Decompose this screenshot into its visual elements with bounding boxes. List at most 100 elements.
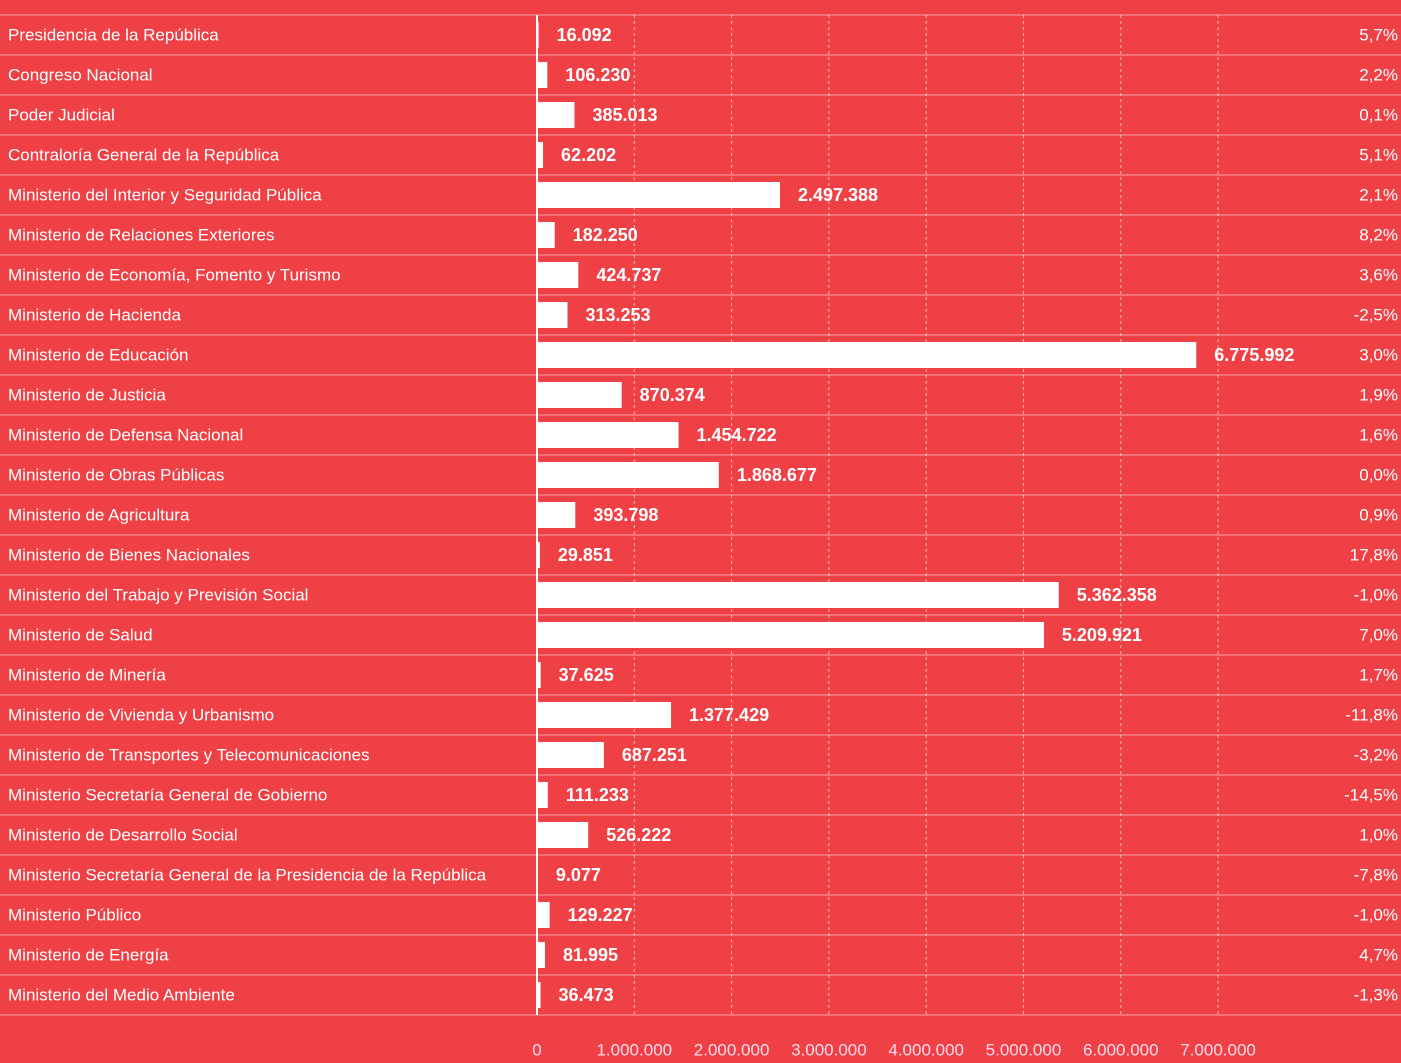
value-label: 870.374: [640, 385, 705, 405]
value-label: 1.377.429: [689, 705, 769, 725]
bar: [537, 662, 541, 688]
category-label: Ministerio de Minería: [8, 665, 166, 684]
value-label: 16.092: [557, 25, 612, 45]
category-label: Ministerio Secretaría General de la Pres…: [8, 865, 487, 884]
value-label: 9.077: [556, 865, 601, 885]
bar: [537, 142, 544, 168]
change-label: -1,0%: [1354, 585, 1398, 604]
change-label: -2,5%: [1354, 305, 1398, 324]
value-label: 1.454.722: [697, 425, 777, 445]
bar: [537, 822, 589, 848]
bar: [537, 542, 540, 568]
value-label: 62.202: [561, 145, 616, 165]
change-label: -1,0%: [1354, 905, 1398, 924]
bar: [537, 222, 555, 248]
bar: [537, 302, 568, 328]
change-label: 0,1%: [1359, 105, 1398, 124]
category-label: Congreso Nacional: [8, 65, 153, 84]
bar: [537, 622, 1044, 648]
x-tick-label: 1.000.000: [596, 1040, 672, 1059]
value-label: 5.362.358: [1077, 585, 1157, 605]
value-label: 36.473: [559, 985, 614, 1005]
x-tick-label: 3.000.000: [791, 1040, 867, 1059]
bar: [537, 782, 548, 808]
change-label: 17,8%: [1350, 545, 1398, 564]
x-tick-label: 7.000.000: [1180, 1040, 1256, 1059]
bar: [537, 742, 604, 768]
category-label: Ministerio de Vivienda y Urbanismo: [8, 705, 274, 724]
category-label: Presidencia de la República: [8, 25, 219, 44]
bar: [537, 862, 538, 888]
change-label: -11,8%: [1345, 705, 1398, 724]
category-label: Ministerio de Agricultura: [8, 505, 190, 524]
bar: [537, 582, 1059, 608]
bar: [537, 342, 1197, 368]
value-label: 106.230: [565, 65, 630, 85]
category-label: Ministerio Secretaría General de Gobiern…: [8, 785, 327, 804]
change-label: 1,9%: [1359, 385, 1398, 404]
category-label: Ministerio Público: [8, 905, 141, 924]
value-label: 111.233: [566, 785, 629, 805]
change-label: 1,0%: [1359, 825, 1398, 844]
change-label: -3,2%: [1354, 745, 1398, 764]
change-label: 1,6%: [1359, 425, 1398, 444]
category-label: Contraloría General de la República: [8, 145, 280, 164]
bar: [537, 382, 622, 408]
category-label: Ministerio de Obras Públicas: [8, 465, 224, 484]
category-label: Ministerio de Salud: [8, 625, 153, 644]
bar: [537, 502, 576, 528]
category-label: Ministerio de Relaciones Exteriores: [8, 225, 274, 244]
value-label: 687.251: [622, 745, 687, 765]
bar: [537, 462, 719, 488]
x-tick-label: 4.000.000: [888, 1040, 964, 1059]
bar: [537, 182, 780, 208]
value-label: 2.497.388: [798, 185, 878, 205]
category-label: Ministerio de Educación: [8, 345, 188, 364]
change-label: 5,7%: [1359, 25, 1398, 44]
category-label: Poder Judicial: [8, 105, 115, 124]
value-label: 526.222: [606, 825, 671, 845]
value-label: 313.253: [585, 305, 650, 325]
change-label: 2,1%: [1359, 185, 1398, 204]
value-label: 6.775.992: [1214, 345, 1294, 365]
bar: [537, 62, 548, 88]
change-label: 3,6%: [1359, 265, 1398, 284]
value-label: 5.209.921: [1062, 625, 1142, 645]
bar: [537, 422, 679, 448]
change-label: 0,9%: [1359, 505, 1398, 524]
category-label: Ministerio de Economía, Fomento y Turism…: [8, 265, 341, 284]
change-label: 3,0%: [1359, 345, 1398, 364]
category-label: Ministerio de Energía: [8, 945, 169, 964]
bar: [537, 982, 541, 1008]
category-label: Ministerio de Bienes Nacionales: [8, 545, 250, 564]
category-label: Ministerio del Interior y Seguridad Públ…: [8, 185, 322, 204]
value-label: 424.737: [596, 265, 661, 285]
bar: [537, 902, 550, 928]
x-tick-label: 0: [532, 1040, 541, 1059]
value-label: 81.995: [563, 945, 618, 965]
bar: [537, 702, 672, 728]
x-tick-label: 6.000.000: [1083, 1040, 1159, 1059]
category-label: Ministerio de Hacienda: [8, 305, 181, 324]
change-label: 7,0%: [1359, 625, 1398, 644]
value-label: 1.868.677: [737, 465, 817, 485]
category-label: Ministerio de Transportes y Telecomunica…: [8, 745, 370, 764]
change-label: 5,1%: [1359, 145, 1398, 164]
x-tick-label: 5.000.000: [986, 1040, 1062, 1059]
bar: [537, 102, 575, 128]
bar: [537, 22, 539, 48]
bar: [537, 262, 579, 288]
category-label: Ministerio del Trabajo y Previsión Socia…: [8, 585, 308, 604]
category-label: Ministerio del Medio Ambiente: [8, 985, 235, 1004]
change-label: -1,3%: [1354, 985, 1398, 1004]
category-label: Ministerio de Justicia: [8, 385, 166, 404]
value-label: 37.625: [559, 665, 614, 685]
change-label: 4,7%: [1359, 945, 1398, 964]
bar: [537, 942, 545, 968]
change-label: -14,5%: [1344, 785, 1398, 804]
change-label: 0,0%: [1359, 465, 1398, 484]
change-label: 8,2%: [1359, 225, 1398, 244]
value-label: 385.013: [592, 105, 657, 125]
